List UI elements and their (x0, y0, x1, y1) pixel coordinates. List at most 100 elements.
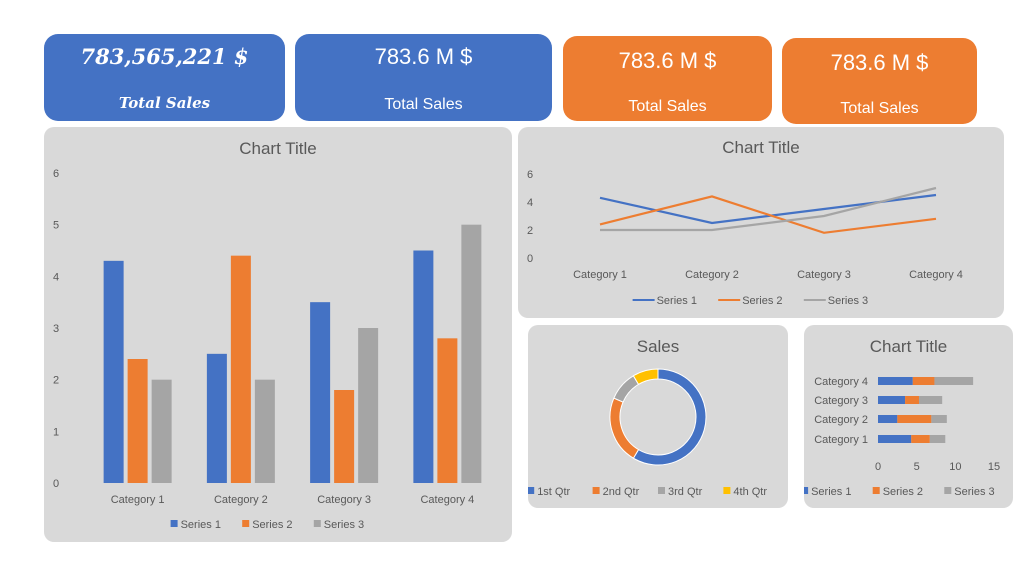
legend-label: Series 2 (883, 486, 923, 498)
stacked-bar-chart: Chart Title Category 1 Category 2 Category … (804, 337, 1000, 498)
kpi-card-total-sales-orange-2: 783.6 M $ Total Sales (782, 38, 977, 124)
legend-label: Series 2 (742, 295, 782, 307)
y-tick-label: 5 (53, 220, 59, 232)
x-tick-label: Category 1 (573, 269, 627, 281)
x-tick-label: Category 4 (420, 494, 474, 506)
legend-label: Series 3 (828, 295, 868, 307)
donut-slice (632, 368, 707, 466)
y-tick-label: 2 (527, 225, 533, 237)
legend-swatch (723, 487, 731, 494)
legend-label: Series 2 (252, 519, 292, 531)
chart-title: Chart Title (239, 139, 316, 158)
bar-segment (878, 396, 906, 404)
y-tick-label: Category 2 (814, 414, 868, 426)
bar (334, 390, 355, 483)
bar (127, 359, 148, 483)
y-tick-label: 6 (53, 168, 59, 180)
legend-label: Series 3 (324, 519, 364, 531)
bar-segment (878, 435, 912, 443)
kpi-card-total-sales-full: 783,565,221 $ Total Sales (44, 34, 285, 121)
legend: Series 1 Series 2 Series 3 (170, 519, 364, 531)
legend-label: Series 1 (181, 519, 221, 531)
bar (358, 328, 379, 483)
legend-swatch (658, 487, 665, 494)
line-chart: Chart Title 0 2 4 6 Category 1 Category 2 Categ… (527, 138, 963, 307)
y-tick-label: 1 (53, 426, 59, 438)
kpi-label: Total Sales (384, 96, 463, 113)
legend-label: 4th Qtr (733, 486, 767, 498)
donut-slice (613, 375, 640, 403)
kpi-label: Total Sales (628, 98, 707, 115)
bar (103, 260, 124, 483)
x-tick-label: 5 (914, 461, 920, 473)
legend-label: Series 1 (657, 295, 697, 307)
legend-swatch (242, 520, 250, 527)
bar (230, 255, 251, 483)
legend-swatch (872, 487, 880, 494)
bar-segment (911, 435, 930, 443)
stacked-bar-chart-panel: Chart Title Category 1 Category 2 Category … (804, 325, 1013, 508)
legend-label: Series 3 (954, 486, 994, 498)
bar-segment (897, 415, 932, 423)
legend-swatch (313, 520, 321, 527)
legend-swatch (592, 487, 600, 494)
bar-segment (929, 435, 946, 443)
legend-label: 1st Qtr (537, 486, 570, 498)
bar-segment (934, 377, 974, 385)
legend-swatch (170, 520, 178, 527)
clustered-bar-chart: Chart Title 0 1 2 3 4 5 6 Category 1 Category 2 Ca… (53, 139, 482, 531)
y-tick-label: Category 4 (814, 376, 868, 388)
legend-label: 2nd Qtr (603, 486, 640, 498)
legend-label: Series 1 (811, 486, 851, 498)
bar (151, 379, 172, 483)
legend: 1st Qtr 2nd Qtr 3rd Qtr 4th Qtr (528, 486, 767, 498)
clustered-bar-chart-panel: Chart Title 0 1 2 3 4 5 6 Category 1 Category 2 Ca… (44, 127, 512, 542)
bar-segment (918, 396, 943, 404)
x-tick-label: Category 4 (909, 269, 963, 281)
x-tick-label: Category 3 (797, 269, 851, 281)
donut-chart: Sales 1st Qtr 2nd Qtr 3rd Qtr 4th Qtr (528, 337, 767, 498)
series-line (599, 195, 937, 234)
y-tick-label: 2 (53, 375, 59, 387)
bar (254, 379, 275, 483)
legend: Series 1 Series 2 Series 3 (804, 486, 995, 498)
bar (437, 338, 458, 483)
chart-title: Chart Title (722, 138, 799, 157)
x-tick-label: Category 2 (685, 269, 739, 281)
legend-label: 3rd Qtr (668, 486, 703, 498)
x-tick-label: 10 (949, 461, 961, 473)
bar-segment (912, 377, 935, 385)
x-tick-label: Category 3 (317, 494, 371, 506)
kpi-value: 783,565,221 $ (80, 44, 249, 69)
y-tick-label: 0 (527, 253, 533, 265)
line-chart-panel: Chart Title 0 2 4 6 Category 1 Category 2 Categ… (518, 127, 1004, 318)
y-tick-label: 6 (527, 169, 533, 181)
bar (206, 353, 227, 483)
series-line (599, 193, 937, 225)
bar-segment (931, 415, 947, 423)
x-tick-label: 0 (875, 461, 881, 473)
x-tick-label: Category 1 (111, 494, 165, 506)
kpi-value: 783.6 M $ (618, 48, 717, 73)
bar (461, 224, 482, 483)
legend-swatch (804, 487, 809, 494)
donut-slice (609, 397, 640, 459)
legend: Series 1 Series 2 Series 3 (632, 295, 868, 307)
kpi-card-total-sales-millions: 783.6 M $ Total Sales (295, 34, 552, 121)
legend-swatch (944, 487, 952, 494)
kpi-label: Total Sales (118, 94, 211, 112)
kpi-value: 783.6 M $ (374, 44, 473, 69)
bar-segment (878, 377, 913, 385)
y-tick-label: Category 3 (814, 395, 868, 407)
x-tick-label: Category 2 (214, 494, 268, 506)
donut-slice (632, 368, 659, 386)
bar-segment (905, 396, 919, 404)
y-tick-label: 4 (53, 271, 59, 283)
chart-title: Chart Title (870, 337, 947, 356)
y-tick-label: Category 1 (814, 434, 868, 446)
y-tick-label: 3 (53, 323, 59, 335)
bar-segment (878, 415, 898, 423)
kpi-label: Total Sales (840, 100, 919, 117)
kpi-value: 783.6 M $ (830, 50, 929, 75)
donut-chart-panel: Sales 1st Qtr 2nd Qtr 3rd Qtr 4th Qtr (528, 325, 788, 508)
